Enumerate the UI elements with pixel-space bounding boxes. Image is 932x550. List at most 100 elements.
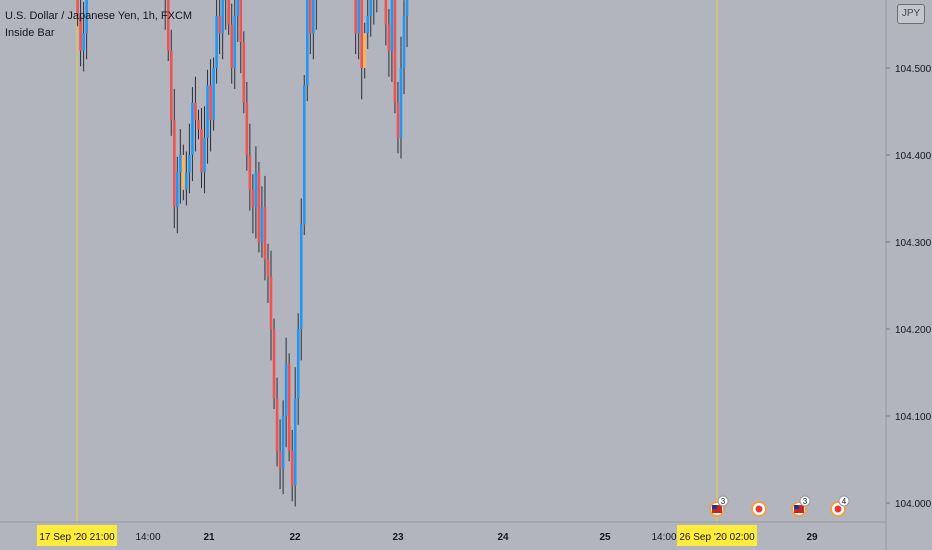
candle [251,174,255,234]
candle [263,175,267,281]
candle [266,243,270,303]
candle [296,313,300,425]
candle [209,59,212,152]
candle-body [384,0,388,25]
candle [272,318,276,410]
date-label: 26 Sep '20 02:00 [679,532,755,543]
price-tick-label: 104.000 [895,499,932,510]
candle [315,0,317,30]
candle-body [236,0,240,16]
candle-body [79,15,82,51]
event-count: 4 [842,497,847,506]
candle [176,156,179,234]
candle-body [281,416,285,469]
candle [312,0,315,60]
candle-body [182,155,185,190]
candle-body [185,172,188,190]
candle-body [251,189,255,208]
candle [269,250,273,361]
candle [215,0,218,84]
candle [248,123,252,211]
candle-body [212,68,215,121]
candle [366,0,370,49]
candle-body [218,15,221,34]
candle-body [257,172,261,242]
candle [302,74,306,236]
candle-body [275,398,279,451]
time-tick-label: 25 [599,532,611,543]
candle-body [390,0,394,51]
candle-body [399,68,403,138]
candle [373,0,375,25]
candle-body [233,15,237,69]
event-count: 3 [721,497,726,506]
candle-body [194,102,197,121]
candle [164,0,166,30]
candle [278,419,282,490]
currency-badge[interactable]: JPY [897,4,925,24]
candle [299,198,303,361]
candle [236,0,240,42]
candle [194,76,197,152]
event-count-badge [838,495,850,507]
candle-body [284,363,288,416]
candle-body [200,128,203,173]
candle [245,81,249,171]
candle [200,108,203,189]
candle-body [369,0,373,16]
candle [79,0,82,67]
candle [85,0,88,60]
time-tick-label: 23 [392,532,404,543]
candle-body [230,24,234,68]
candle [230,3,234,84]
symbol-title[interactable]: U.S. Dollar / Japanese Yen, 1h, FXCM [5,10,193,22]
candle-body [312,0,315,34]
candle-body [245,102,249,155]
candle-body [206,85,209,138]
candle [309,0,312,55]
candle [212,57,215,131]
candle-body [263,207,267,260]
date-label-box [677,525,757,546]
candle-body [290,450,294,486]
price-tick-label: 104.400 [895,151,932,162]
event-count: 3 [803,497,808,506]
time-tick-label: 24 [497,532,509,543]
candle-body [296,329,300,399]
candle [393,0,397,114]
time-tick-label: 29 [806,532,818,543]
candle-body [227,0,230,25]
candle [260,186,264,258]
candle [82,1,85,72]
candle [369,0,373,37]
candle [76,0,79,27]
candle [203,106,206,194]
candle [281,400,285,495]
price-tick-label: 104.300 [895,238,932,249]
candle-body [299,224,303,329]
candle [360,0,363,100]
candle [233,0,237,89]
indicator-label[interactable]: Inside Bar [5,27,55,39]
price-axis [886,0,932,550]
time-tick-label: 22 [289,532,301,543]
candle-body [76,0,79,16]
candle [354,0,357,55]
candle-body [393,0,397,103]
candle-body [85,0,88,34]
candle [384,0,388,46]
candle [179,128,182,204]
date-label: 17 Sep '20 21:00 [39,532,115,543]
candle [275,377,279,467]
candle [188,123,191,194]
candle [293,367,297,507]
candle-body [293,398,297,486]
candle-body [305,0,309,86]
candle-body [260,207,264,242]
candle-body [354,0,357,34]
candle [305,0,309,102]
candle [287,353,291,462]
candle [357,0,360,60]
candle-body [191,102,194,155]
